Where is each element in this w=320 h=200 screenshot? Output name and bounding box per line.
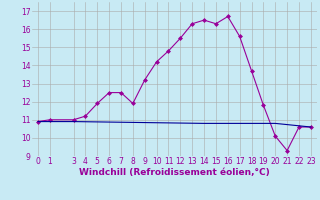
X-axis label: Windchill (Refroidissement éolien,°C): Windchill (Refroidissement éolien,°C) xyxy=(79,168,270,177)
